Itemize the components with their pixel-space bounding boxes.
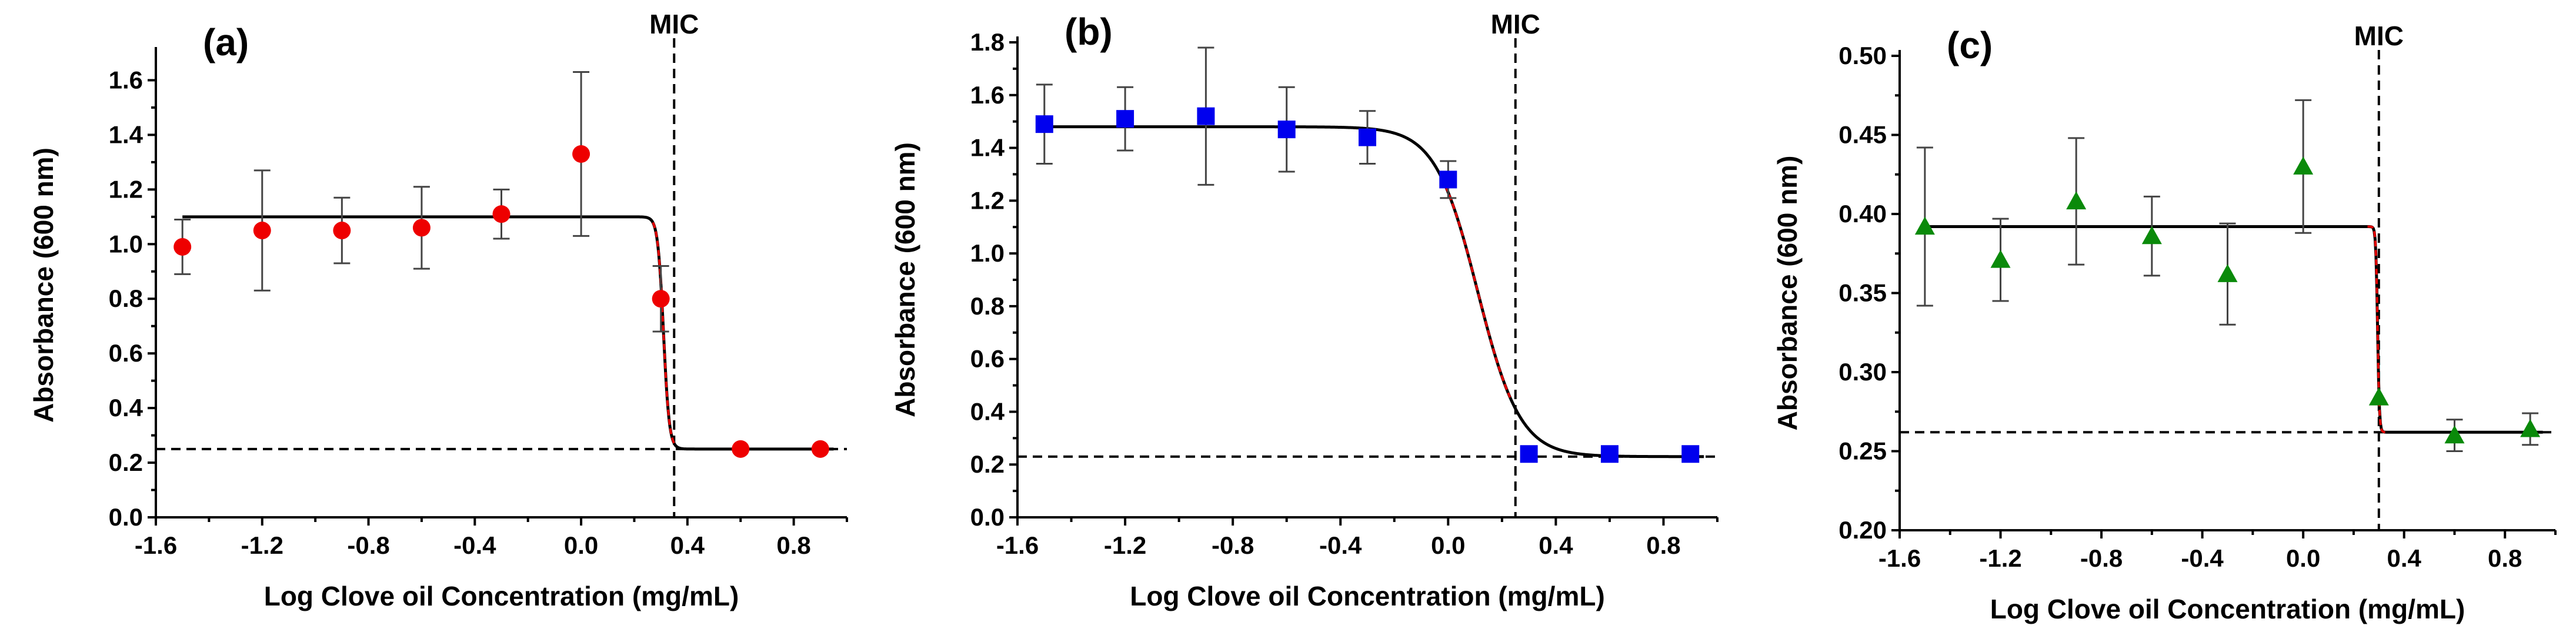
data-point <box>1035 115 1053 133</box>
data-point <box>2141 226 2162 245</box>
data-point <box>333 222 351 240</box>
data-point <box>2066 191 2087 210</box>
panel-c: 0.20 0.25 0.30 0.35 0.40 0.45 0.50 -1.6 -1.2 -0.8… <box>1772 21 2557 624</box>
x-tick-label: 0.0 <box>564 531 598 559</box>
x-tick-label: 0.4 <box>1539 531 1573 559</box>
data-point <box>572 145 590 163</box>
y-tick-label: 0.8 <box>970 292 1005 320</box>
data-point <box>1359 128 1376 146</box>
x-tick-label: -0.4 <box>1319 531 1362 559</box>
x-tick-label: 0.8 <box>776 531 810 559</box>
fit-curve-transition <box>1444 185 1511 398</box>
y-axis-label: Absorbance (600 nm) <box>1772 156 1803 431</box>
data-point <box>492 205 510 223</box>
y-tick-label: 0.8 <box>109 285 143 312</box>
y-axis-label: Absorbance (600 nm) <box>28 148 59 423</box>
x-tick-label: -1.2 <box>1979 544 2021 572</box>
x-axis-label: Log Clove oil Concentration (mg/mL) <box>1990 594 2465 624</box>
data-point <box>1914 216 1935 235</box>
x-axis-label: Log Clove oil Concentration (mg/mL) <box>1130 581 1605 611</box>
data-point <box>732 440 750 458</box>
fit-curve <box>1044 125 1704 459</box>
y-tick-label: 0.6 <box>109 339 143 367</box>
y-tick-label: 0.25 <box>1838 437 1887 465</box>
y-tick-label: 0.40 <box>1838 200 1887 228</box>
fit-curve <box>1924 225 2543 434</box>
fit-curve-transition <box>652 222 676 444</box>
x-tick-label: -1.6 <box>1878 544 1921 572</box>
y-tick-label: 0.4 <box>970 397 1005 425</box>
y-tick-label: 0.30 <box>1838 358 1887 386</box>
y-tick-label: 1.0 <box>970 239 1005 267</box>
x-tick-label: -0.8 <box>1212 531 1254 559</box>
panel-label: (b) <box>1065 11 1113 53</box>
y-tick-label: 1.6 <box>109 66 143 93</box>
data-point <box>253 222 271 240</box>
x-tick-label: -0.4 <box>2181 544 2224 572</box>
y-tick-label: 0.20 <box>1838 516 1887 544</box>
data-point <box>1681 445 1700 463</box>
mic-label: MIC <box>2354 21 2404 51</box>
y-tick-label: 0.4 <box>109 394 144 421</box>
y-tick-label: 0.6 <box>970 345 1005 373</box>
panel-label: (a) <box>203 21 249 63</box>
data-point <box>1277 121 1296 139</box>
data-point <box>1116 110 1134 128</box>
x-tick-label: -1.6 <box>996 531 1039 559</box>
x-tick-label: 0.8 <box>2488 544 2522 572</box>
y-tick-label: 0.50 <box>1838 42 1887 69</box>
data-point <box>811 440 829 458</box>
fit-curve-transition <box>2367 225 2388 434</box>
data-point <box>412 219 431 237</box>
x-tick-label: -1.2 <box>1104 531 1146 559</box>
panel-label: (c) <box>1947 24 1993 66</box>
x-tick-label: -0.8 <box>2080 544 2123 572</box>
data-point <box>2520 419 2541 437</box>
data-point <box>1520 445 1538 463</box>
x-tick-label: -0.8 <box>347 531 389 559</box>
y-tick-label: 1.4 <box>109 121 144 148</box>
y-tick-label: 0.2 <box>109 449 143 476</box>
data-point <box>2444 425 2465 444</box>
panel-b: 0.0 0.2 0.4 0.6 0.8 1.0 1.2 1.4 1.6 1.8 -1.6 -1.2 -0… <box>890 9 1719 611</box>
y-tick-label: 0.0 <box>970 503 1005 531</box>
data-point <box>2368 387 2389 406</box>
data-point <box>1439 170 1457 189</box>
y-axis-label: Absorbance (600 nm) <box>890 142 920 417</box>
y-tick-label: 1.8 <box>970 28 1005 56</box>
mic-label: MIC <box>1491 9 1540 39</box>
x-tick-label: 0.0 <box>1431 531 1465 559</box>
y-tick-label: 1.6 <box>970 81 1005 109</box>
data-point <box>1600 445 1619 463</box>
panel-a: 0.0 0.2 0.4 0.6 0.8 1.0 1.2 1.4 1.6 -1.6 -1.2 -0.8 -… <box>28 9 848 611</box>
y-tick-label: 0.2 <box>970 450 1005 478</box>
x-tick-label: 0.0 <box>2286 544 2320 572</box>
y-tick-label: 1.0 <box>109 230 143 257</box>
data-point <box>1990 250 2011 268</box>
y-tick-label: 1.2 <box>970 186 1005 214</box>
x-axis-label: Log Clove oil Concentration (mg/mL) <box>264 581 739 611</box>
y-tick-label: 0.45 <box>1838 121 1887 149</box>
x-tick-label: -1.2 <box>241 531 283 559</box>
y-tick-label: 1.2 <box>109 175 143 203</box>
x-tick-label: 0.4 <box>670 531 705 559</box>
x-tick-label: 0.8 <box>1646 531 1680 559</box>
data-point <box>652 290 670 308</box>
data-point <box>173 237 192 256</box>
y-tick-label: 0.35 <box>1838 279 1887 307</box>
data-point <box>1197 107 1215 125</box>
fit-curve <box>182 215 834 451</box>
data-point <box>2293 156 2314 175</box>
x-tick-label: -0.4 <box>453 531 496 559</box>
x-tick-label: 0.4 <box>2387 544 2421 572</box>
y-tick-label: 1.4 <box>970 134 1005 162</box>
mic-label: MIC <box>649 9 699 39</box>
y-tick-label: 0.0 <box>109 503 143 531</box>
x-tick-label: -1.6 <box>135 531 177 559</box>
data-point <box>2217 264 2238 282</box>
